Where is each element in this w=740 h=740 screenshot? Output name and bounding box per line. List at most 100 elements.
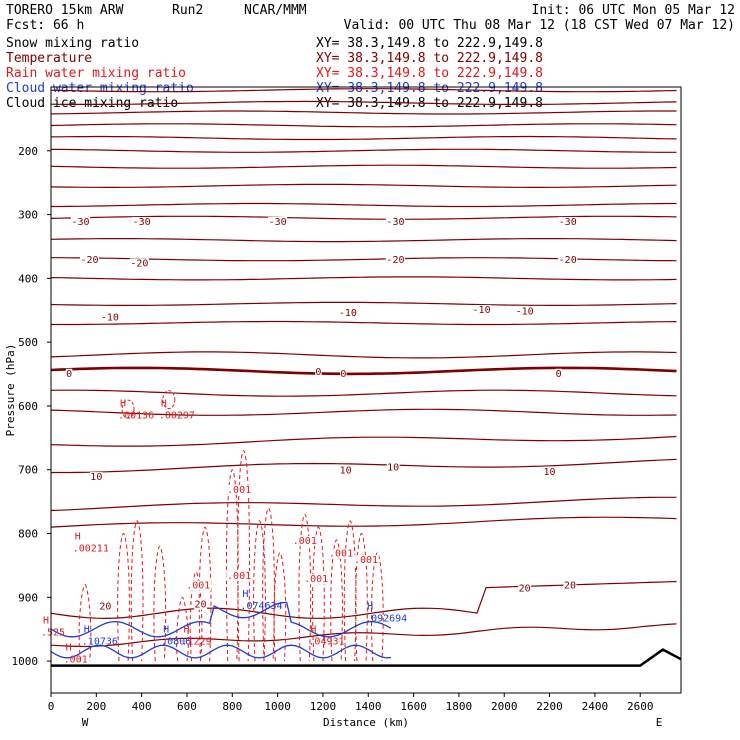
y-tick-label: 1000 [12, 655, 39, 668]
x-tick-label: 600 [177, 700, 197, 713]
maximum-value: .10736 [82, 637, 118, 648]
isotherm-label: 10 [340, 466, 352, 477]
x-tick-label: 1600 [400, 700, 427, 713]
rain-contour-label: .001 [186, 581, 210, 592]
rain-contour [153, 545, 167, 662]
isotherm-label: -10 [473, 305, 491, 316]
maximum-marker: H [66, 642, 72, 653]
rain-contour [253, 520, 266, 662]
isotherm-line [50, 389, 677, 397]
isotherm-line [50, 351, 677, 359]
maximum-value: .00211 [73, 543, 109, 554]
run-label: Run2 [172, 3, 203, 18]
isotherm-line [50, 215, 677, 220]
model-title: TORERO 15km ARW [6, 3, 124, 18]
rain-contour [370, 552, 384, 662]
x-tick-label: 1000 [264, 700, 291, 713]
maximum-marker: H [84, 625, 90, 636]
rain-contour [273, 552, 287, 662]
maximum-marker: H [75, 531, 81, 542]
rain-contour-label-bg [226, 484, 252, 495]
isotherm-line [50, 164, 677, 169]
rain-contour [176, 596, 189, 662]
isotherm-line-20 [50, 580, 677, 620]
plot-frame [50, 86, 682, 694]
isotherm-label: -30 [133, 217, 151, 228]
isotherm-label-bg [518, 583, 532, 594]
maximum-value: .092694 [365, 614, 407, 625]
isotherm-label: 0 [66, 369, 72, 380]
rain-contour [312, 526, 325, 662]
rain-contour-label-bg [328, 548, 354, 559]
rain-contour [355, 533, 368, 662]
cloud-water-contours [50, 601, 392, 659]
rain-contour [117, 533, 130, 662]
x-tick-label: 1200 [310, 700, 337, 713]
cloud-water-contour [50, 644, 391, 659]
isotherm-line [50, 88, 677, 93]
maximum-value: .0806 [161, 637, 191, 648]
rain-contour-small [162, 390, 176, 410]
rain-contour [78, 584, 92, 662]
cloud-water-contour [50, 601, 392, 638]
isotherm-label-bg [65, 368, 73, 379]
rain-contour-label-bg [353, 555, 379, 566]
maximum-marker: H [163, 625, 169, 636]
isotherm-label: 20 [519, 584, 531, 595]
y-axis: 200 300 400 500 600 700 800 900 1000 [12, 145, 51, 668]
rain-contour [225, 469, 239, 662]
y-tick-label: 800 [18, 528, 38, 541]
maximum-value: .074634 [240, 601, 282, 612]
maximum-marker: H [367, 602, 373, 613]
isotherm-label-bg [339, 465, 353, 476]
isotherm-label-bg [340, 368, 347, 379]
legend-xy: XY= 38.3,149.8 to 222.9,149.8 [316, 51, 543, 66]
isotherm-label-bg [338, 308, 358, 319]
legend-entry: Cloud ice mixing ratio [6, 96, 178, 111]
isotherm-line [50, 110, 677, 115]
legend-xy: XY= 38.3,149.8 to 222.9,149.8 [316, 81, 543, 96]
isotherm-label-bg [79, 255, 100, 266]
isotherm-label-bg [98, 601, 112, 612]
x-tick-label: 2600 [627, 700, 654, 713]
plot-area: -30 -30 -30 -30 -30 -20 -20 -20 -20 -10 -10 -10 -10 0… [41, 86, 682, 694]
isotherm-label: -20 [130, 258, 148, 269]
y-axis-label: Pressure (hPa) [4, 344, 17, 437]
isotherm-label: 0 [340, 369, 346, 380]
maximum-value: .001 [64, 654, 88, 665]
maximum-value: .04931 [308, 637, 344, 648]
x-tick-label: 1800 [446, 700, 473, 713]
valid-time: Valid: 00 UTC Thu 08 Mar 12 (18 CST Wed … [344, 18, 735, 33]
rain-contour [298, 513, 312, 662]
x-axis: 0 200 400 600 800 1000 1200 1400 1600 1800 2000 220… [48, 693, 654, 713]
isotherm-label-bg [385, 216, 406, 227]
isotherm-label: 0 [556, 369, 562, 380]
isotherm-label-bg [386, 462, 400, 473]
rain-contour-label: .001 [227, 571, 251, 582]
maximum-value: .00136 [118, 411, 154, 422]
isotherm-line [50, 301, 677, 306]
isotherm-line [50, 100, 677, 105]
rain-contour [262, 507, 275, 662]
rain-contour-label-bg [185, 580, 212, 591]
isotherm-label-bg [129, 258, 149, 269]
isotherm-label-bg [543, 467, 556, 478]
isotherm-label: -10 [101, 313, 119, 324]
x-tick-label: 200 [86, 700, 106, 713]
isotherm-label-bg [100, 312, 120, 323]
rain-contour-label: .001 [354, 555, 378, 566]
maximum-marker: H [242, 589, 248, 600]
rain-contour [330, 539, 343, 662]
isotherm-label: 20 [99, 602, 111, 613]
isotherm-label-bg [471, 304, 492, 315]
isotherm-line [50, 135, 677, 141]
contour-labels: -30 -30 -30 -30 -30 -20 -20 -20 -20 -10 -10 -10 -10 0… [41, 216, 578, 665]
isotherm-line [50, 516, 677, 528]
rain-contour-label: .001 [227, 485, 251, 496]
temperature-contours [50, 88, 677, 648]
terrain-line [51, 648, 682, 667]
legend-entry: Snow mixing ratio [6, 36, 139, 51]
rain-water-contours [78, 390, 384, 662]
isotherm-line [51, 148, 677, 153]
isotherm-line [50, 123, 677, 128]
